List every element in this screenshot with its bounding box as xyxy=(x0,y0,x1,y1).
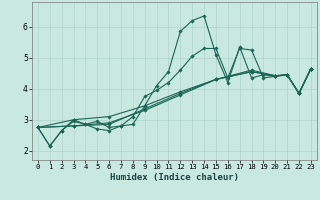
X-axis label: Humidex (Indice chaleur): Humidex (Indice chaleur) xyxy=(110,173,239,182)
